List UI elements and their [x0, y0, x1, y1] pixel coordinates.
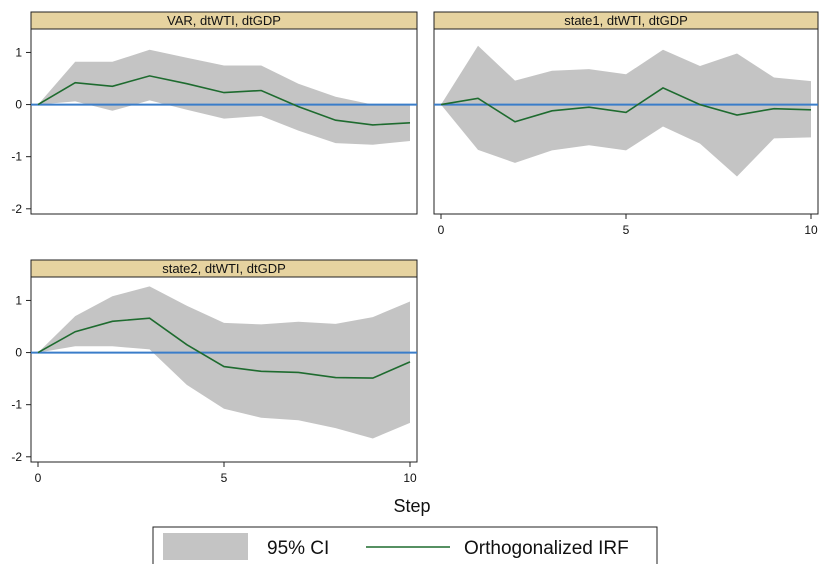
x-tick-label: 5: [221, 471, 228, 485]
panel-title: VAR, dtWTI, dtGDP: [167, 13, 281, 28]
ci-band: [38, 49, 410, 145]
y-tick-label: -2: [11, 202, 22, 216]
panel-title: state2, dtWTI, dtGDP: [162, 261, 286, 276]
ci-band: [38, 286, 410, 439]
panel-1: VAR, dtWTI, dtGDP 1 0 -1 -2: [11, 11, 418, 216]
y-tick-label: 0: [15, 346, 22, 360]
panel-2: state1, dtWTI, dtGDP 0 5 10: [433, 11, 819, 237]
x-axis-label: Step: [393, 496, 430, 516]
y-tick-label: 0: [15, 98, 22, 112]
x-tick-label: 10: [804, 223, 818, 237]
x-tick-label: 5: [623, 223, 630, 237]
ci-band: [441, 45, 811, 177]
y-tick-label: 1: [15, 293, 22, 307]
x-tick-label: 10: [403, 471, 417, 485]
panel-title: state1, dtWTI, dtGDP: [564, 13, 688, 28]
legend-label-irf: Orthogonalized IRF: [464, 538, 629, 559]
y-tick-label: 1: [15, 45, 22, 59]
legend-swatch-ci: [163, 533, 248, 560]
x-tick-label: 0: [35, 471, 42, 485]
x-tick-label: 0: [438, 223, 445, 237]
y-tick-label: -1: [11, 150, 22, 164]
y-tick-label: -2: [11, 450, 22, 464]
legend-label-ci: 95% CI: [267, 538, 329, 559]
y-tick-label: -1: [11, 398, 22, 412]
legend: 95% CI Orthogonalized IRF: [152, 526, 658, 564]
